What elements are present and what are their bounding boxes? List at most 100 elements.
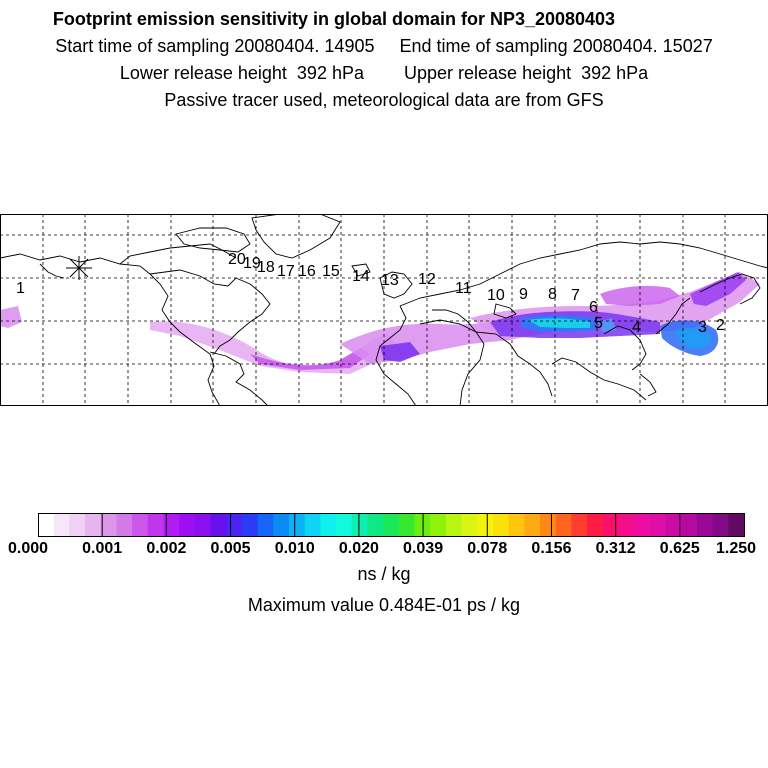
- coast-north-america-east: [149, 269, 271, 355]
- colorbar: [0, 512, 768, 652]
- graticule: [0, 214, 768, 406]
- track-label: 9: [519, 286, 528, 303]
- track-label: 18: [257, 259, 275, 276]
- colorbar-swatch: [273, 514, 290, 536]
- track-label: 12: [418, 271, 436, 288]
- colorbar-swatch: [241, 514, 259, 536]
- coast-eurasia-north: [399, 241, 768, 307]
- release-heights-row: Lower release height 392 hPa Upper relea…: [0, 60, 768, 87]
- coast-mediterranean: [432, 309, 477, 333]
- plume-mongolia: [598, 318, 616, 332]
- colorbar-tick-label: 0.020: [338, 540, 379, 557]
- footprint-map: 1 2 3 4 5 6 7 8 9 10 11 12 13 14 15 16 1: [0, 214, 768, 406]
- colorbar-swatch: [696, 514, 714, 536]
- track-label: 14: [352, 268, 370, 285]
- colorbar-tick-label: 0.000: [7, 540, 49, 557]
- colorbar-swatch: [336, 514, 353, 536]
- colorbar-swatch: [383, 514, 400, 536]
- lower-release-label: Lower release height 392 hPa: [119, 63, 364, 83]
- track-labels: 1 2 3 4 5 6 7 8 9 10 11 12 13 14 15 16 1: [16, 251, 725, 336]
- coast-korea-japan: [655, 297, 691, 335]
- colorbar-tick-label: 0.156: [531, 540, 572, 557]
- colorbar-swatch: [492, 514, 510, 536]
- colorbar-tick-label: 0.078: [467, 540, 508, 557]
- colorbar-svg: [38, 513, 745, 537]
- colorbar-swatch: [132, 514, 149, 536]
- coast-britain: [379, 271, 413, 299]
- colorbar-swatch: [210, 514, 227, 536]
- colorbar-tick-label: 0.005: [210, 540, 251, 557]
- colorbar-swatch: [38, 514, 55, 536]
- coast-arabia-india: [475, 331, 553, 397]
- plume-pacific-west: [0, 306, 22, 328]
- colorbar-swatch: [555, 514, 573, 536]
- colorbar-swatch: [540, 514, 557, 536]
- colorbar-frame: [38, 513, 745, 537]
- end-time-label: End time of sampling 20080404. 15027: [399, 36, 713, 56]
- colorbar-tick-label: 0.010: [274, 540, 315, 557]
- colorbar-swatch: [461, 514, 478, 536]
- colorbar-swatch: [681, 514, 698, 536]
- upper-release-label: Upper release height 392 hPa: [404, 63, 649, 83]
- colorbar-tick-label: 0.625: [659, 540, 700, 557]
- track-label: 6: [589, 299, 598, 316]
- track-label: 13: [381, 272, 399, 289]
- coast-africa-west: [375, 305, 417, 406]
- colorbar-swatch: [712, 514, 729, 536]
- colorbar-swatch: [320, 514, 337, 536]
- colorbar-swatch: [351, 514, 369, 536]
- track-label: 3: [698, 319, 707, 336]
- coast-central-america: [209, 351, 269, 406]
- colorbar-tick-label: 0.039: [403, 540, 444, 557]
- colorbar-swatch: [618, 514, 635, 536]
- colorbar-swatch: [634, 514, 651, 536]
- colorbar-tick-label: 0.312: [595, 540, 636, 557]
- colorbar-swatch: [85, 514, 102, 536]
- plume-asia-cyan: [528, 318, 590, 328]
- colorbar-swatch: [100, 514, 118, 536]
- track-label: 17: [277, 263, 295, 280]
- footprint-plume: [0, 272, 760, 374]
- colorbar-swatch: [649, 514, 667, 536]
- figure-header: Footprint emission sensitivity in global…: [0, 6, 768, 114]
- colorbar-swatch: [163, 514, 180, 536]
- colorbar-swatch: [179, 514, 196, 536]
- colorbar-swatch: [289, 514, 306, 536]
- coastlines: [0, 214, 768, 406]
- coast-kamchatka: [699, 273, 761, 305]
- tracer-note: Passive tracer used, meteorological data…: [164, 90, 604, 110]
- colorbar-swatch: [304, 514, 321, 536]
- colorbar-tick-label: 0.002: [146, 540, 187, 557]
- colorbar-units: ns / kg: [357, 564, 411, 584]
- coast-arctic-canada: [119, 243, 237, 265]
- track-label: 19: [243, 255, 261, 272]
- map-svg: 1 2 3 4 5 6 7 8 9 10 11 12 13 14 15 16 1: [0, 214, 768, 406]
- colorbar-swatch: [477, 514, 494, 536]
- colorbar-swatch: [398, 514, 416, 536]
- coast-greenland: [251, 214, 341, 259]
- colorbar-swatch: [147, 514, 165, 536]
- colorbar-swatch: [116, 514, 133, 536]
- coast-philippines: [639, 373, 657, 397]
- track-label: 16: [298, 263, 316, 280]
- colorbar-swatch: [728, 514, 745, 536]
- coast-alaska: [39, 263, 65, 279]
- track-label: 2: [716, 317, 725, 334]
- colorbar-swatch: [53, 514, 70, 536]
- coast-caspian: [493, 303, 517, 319]
- plume-pacific-core: [676, 328, 712, 349]
- colorbar-swatch: [367, 514, 384, 536]
- colorbar-swatch: [571, 514, 588, 536]
- sampling-times-row: Start time of sampling 20080404. 14905 E…: [0, 33, 768, 60]
- colorbar-swatch: [602, 514, 620, 536]
- plume-africa-core: [380, 342, 420, 362]
- track-label: 4: [632, 319, 641, 336]
- start-time-label: Start time of sampling 20080404. 14905: [55, 36, 375, 56]
- track-label: 7: [571, 287, 580, 304]
- colorbar-swatches: [38, 514, 745, 536]
- max-value-label: Maximum value 0.484E-01 ps / kg: [247, 595, 521, 615]
- colorbar-swatch: [587, 514, 604, 536]
- plume-asia-north: [600, 286, 680, 306]
- track-label: 11: [455, 280, 472, 297]
